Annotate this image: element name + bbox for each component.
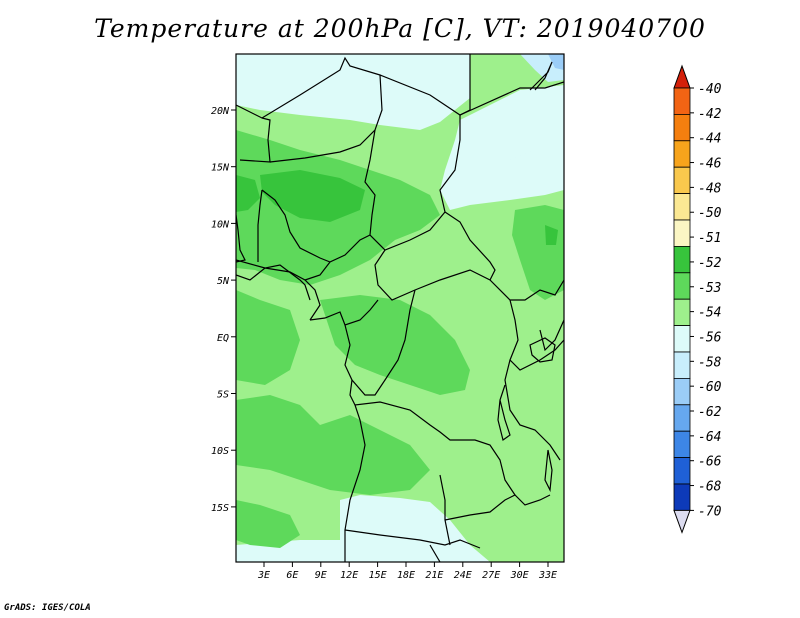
colorbar-level-label: -64	[698, 430, 721, 445]
colorbar-swatch	[673, 404, 691, 432]
country-boundaries	[236, 54, 564, 562]
boundary-tanzania	[504, 359, 561, 461]
region-minus52-southwest	[236, 395, 430, 495]
colorbar-over-triangle	[673, 64, 691, 89]
boundary-uganda	[509, 299, 564, 371]
colorbar: -40 -42 -44 -46 -48 -50 -51 -52 -53 -54 -56 -58 -60 -…	[673, 64, 722, 534]
colorbar-level-label: -48	[698, 181, 722, 196]
boundary-nigeria-north	[261, 189, 331, 263]
lake-malawi	[544, 449, 553, 493]
colorbar-swatch	[673, 114, 691, 142]
longitude-axis: 3E 6E 9E 12E 15E 18E 21E 24E 27E 30E 33E	[257, 562, 557, 581]
lon-tick-label: 27E	[482, 570, 500, 581]
lat-tick-label: 10S	[211, 446, 229, 457]
lake-tanganyika	[497, 384, 511, 442]
region-minus54-east-patch	[470, 110, 545, 160]
region-minus52-angola	[236, 500, 300, 548]
colorbar-swatch	[673, 325, 691, 353]
lat-tick-label: 15N	[211, 163, 230, 174]
colorbar-swatch	[673, 430, 691, 459]
colorbar-level-label: -68	[698, 480, 722, 495]
colorbar-level-label: -58	[698, 355, 722, 370]
lat-tick-label: 5S	[217, 390, 229, 401]
lon-tick-label: 18E	[397, 570, 415, 581]
colorbar-level-label: -40	[698, 82, 722, 97]
colorbar-level-label: -56	[698, 330, 722, 345]
temperature-field	[236, 54, 564, 562]
colorbar-swatch	[673, 298, 691, 327]
colorbar-level-label: -50	[698, 206, 722, 221]
region-minus54-southeast	[340, 495, 490, 562]
colorbar-level-label: -60	[698, 380, 722, 395]
plot-frame	[235, 53, 565, 563]
boundary-niger	[269, 74, 383, 163]
coast-gulf-guinea	[236, 264, 311, 301]
grads-credit: GrADS: IGES/COLA	[4, 603, 91, 613]
lon-tick-label: 3E	[257, 570, 270, 581]
lon-tick-label: 6E	[286, 570, 298, 581]
boundary-zambia	[439, 474, 451, 546]
region-minus51-patch	[545, 225, 558, 245]
coast-west	[236, 214, 246, 263]
colorbar-swatch	[673, 272, 691, 300]
region-minus54-northwest	[236, 54, 470, 130]
colorbar-swatch	[673, 140, 691, 168]
boundary-chad	[364, 115, 461, 251]
lat-tick-label: 20N	[211, 106, 230, 117]
boundary-cameroon	[304, 234, 371, 281]
colorbar-swatch	[673, 193, 691, 221]
colorbar-level-label: -46	[698, 157, 722, 172]
boundary-namibia	[429, 544, 441, 562]
colorbar-swatch	[673, 166, 691, 194]
colorbar-level-label: -66	[698, 455, 722, 470]
region-minus52-west	[236, 290, 300, 385]
colorbar-swatch	[673, 483, 691, 511]
colorbar-level-label: -70	[698, 504, 722, 519]
boundary-car	[374, 249, 564, 301]
colorbar-level-label: -44	[698, 132, 721, 147]
colorbar-level-label: -52	[698, 256, 722, 271]
colorbar-level-label: -42	[698, 107, 722, 122]
region-minus58-redsea	[548, 54, 564, 70]
boundary-kenya	[539, 319, 564, 352]
colorbar-level-label: -62	[698, 405, 722, 420]
colorbar-swatch	[673, 351, 691, 379]
colorbar-swatch	[673, 219, 691, 247]
lat-tick-label: 10N	[211, 219, 230, 230]
lake-victoria	[529, 337, 556, 363]
lat-tick-label: EQ	[217, 333, 229, 344]
boundary-sudan-south	[444, 211, 496, 281]
latitude-axis: 20N 15N 10N 5N EQ 5S 10S 15S	[211, 106, 236, 514]
lon-tick-label: 21E	[425, 570, 443, 581]
region-minus54-north	[236, 54, 564, 210]
boundary-angola-south	[344, 529, 481, 549]
boundary-zambia-east	[444, 494, 551, 521]
lon-tick-label: 15E	[369, 570, 387, 581]
colorbar-level-label: -53	[698, 281, 721, 296]
colorbar-swatch	[673, 377, 691, 406]
lon-tick-label: 9E	[315, 570, 327, 581]
colorbar-swatch	[673, 457, 691, 485]
lon-tick-label: 33E	[538, 570, 557, 581]
colorbar-swatch	[673, 245, 691, 274]
boundary-congo	[344, 289, 416, 396]
region-minus51-core	[260, 170, 365, 222]
colorbar-level-label: -51	[698, 231, 721, 246]
lon-tick-label: 12E	[340, 570, 358, 581]
boundary-benin	[257, 189, 263, 262]
colorbar-swatch	[673, 87, 691, 115]
colorbar-level-label: -54	[698, 306, 721, 321]
lon-tick-label: 30E	[510, 570, 529, 581]
colorbar-under-triangle	[673, 509, 691, 534]
map-title: Temperature at 200hPa [C], VT: 201904070…	[94, 14, 706, 43]
lat-tick-label: 5N	[217, 276, 230, 287]
region-minus51-core-west	[236, 175, 260, 212]
boundary-sahel	[239, 117, 271, 163]
redsea-coast	[529, 61, 553, 91]
lon-tick-label: 24E	[454, 570, 472, 581]
lat-tick-label: 15S	[211, 503, 229, 514]
region-minus52-central	[320, 295, 470, 395]
